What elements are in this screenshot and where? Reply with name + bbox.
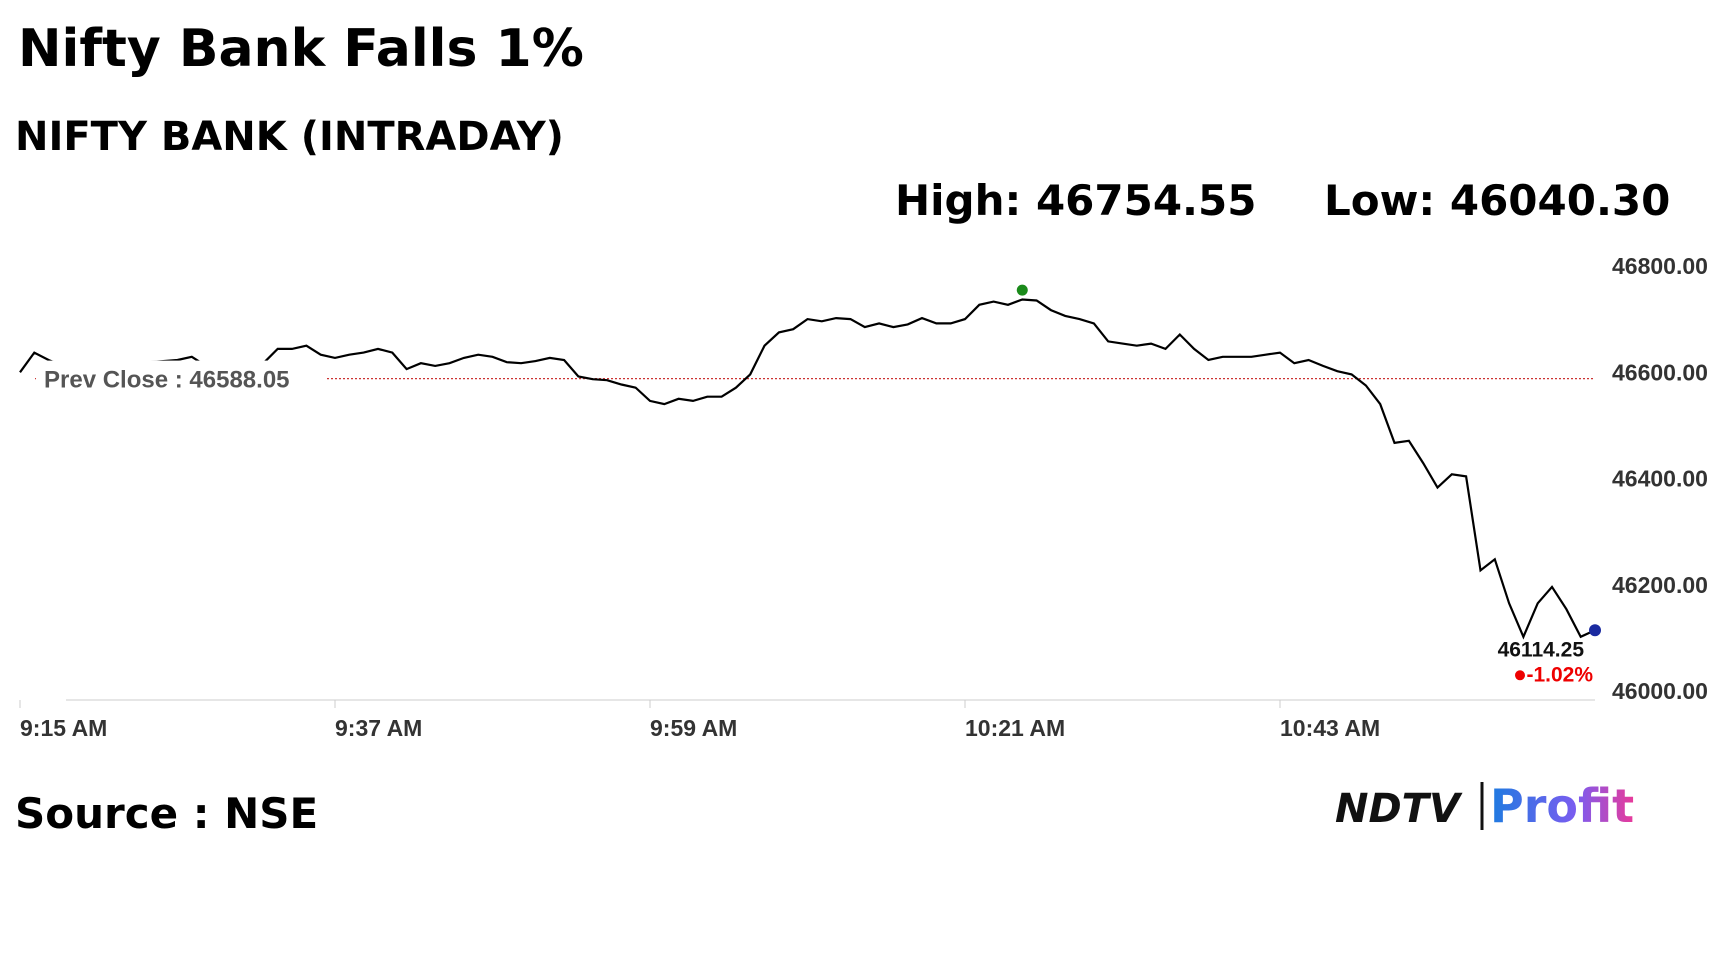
high-label: High: (895, 176, 1021, 225)
x-tick-label: 9:15 AM (20, 715, 107, 741)
low-value: 46040.30 (1450, 176, 1671, 225)
y-tick-label: 46000.00 (1612, 678, 1708, 704)
y-tick-label: 46600.00 (1612, 359, 1708, 385)
x-tick-label: 9:59 AM (650, 715, 737, 741)
prev-close-label: Prev Close : (44, 367, 183, 394)
chart-subtitle: NIFTY BANK (INTRADAY) (15, 114, 564, 160)
last-value-label: 46114.25 (1498, 638, 1585, 661)
y-tick-label: 46200.00 (1612, 572, 1708, 598)
high-value: 46754.55 (1036, 176, 1257, 225)
prev-close-bg (36, 360, 326, 395)
x-tick-label: 10:21 AM (965, 715, 1065, 741)
high-marker (1016, 284, 1028, 296)
low-stat: Low: 46040.30 (1324, 176, 1670, 225)
source-note: Source : NSE (15, 789, 318, 838)
last-marker (1589, 624, 1601, 637)
logo-brand: NDTV (1335, 786, 1463, 832)
low-label: Low: (1324, 176, 1435, 225)
price-line (19, 298, 1596, 640)
x-tick-label: 10:43 AM (1280, 715, 1380, 741)
y-tick-label: 46800.00 (1612, 253, 1708, 279)
chart-title: Nifty Bank Falls 1% (18, 19, 584, 79)
change-dot (1515, 670, 1525, 681)
logo-product: Profit (1490, 779, 1634, 833)
y-tick-label: 46400.00 (1612, 466, 1708, 492)
prev-close-value: 46588.05 (189, 367, 289, 394)
change-label: -1.02% (1526, 663, 1593, 686)
high-stat: High: 46754.55 (895, 176, 1256, 225)
prev-close-annotation: Prev Close : 46588.05 (44, 367, 290, 394)
x-tick-label: 9:37 AM (335, 715, 422, 741)
